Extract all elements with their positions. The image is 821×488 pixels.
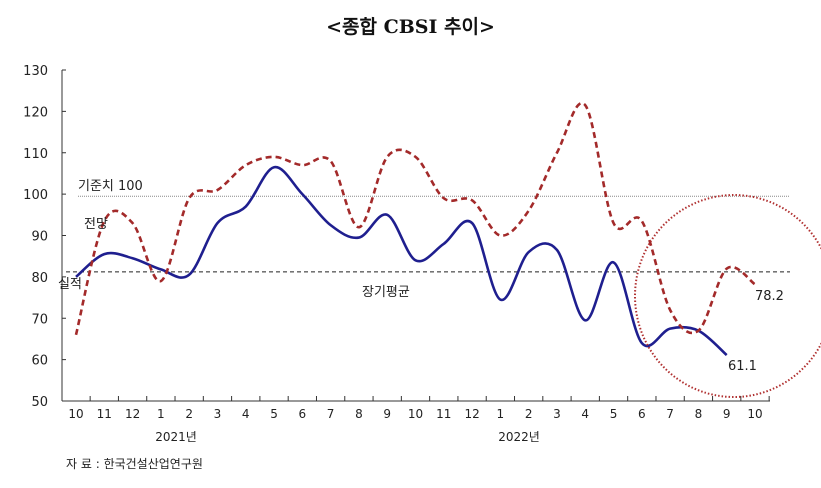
year-label-2022: 2022년 <box>498 430 540 444</box>
y-tick-label: 120 <box>23 105 48 120</box>
x-tick-label: 4 <box>581 407 589 421</box>
chart-title: <종합 CBSI 추이> <box>326 16 495 38</box>
x-tick-label: 5 <box>610 407 618 421</box>
y-tick-label: 60 <box>31 354 48 369</box>
x-tick-label: 2 <box>185 407 193 421</box>
x-tick-label: 2 <box>525 407 533 421</box>
highlight-circle <box>634 194 821 398</box>
x-tick-label: 5 <box>270 407 278 421</box>
series-line-actual <box>75 165 728 357</box>
x-tick-label: 7 <box>666 407 674 421</box>
annotation-actual-last: 61.1 <box>728 359 757 374</box>
y-tick-label: 130 <box>23 64 48 79</box>
y-tick-label: 70 <box>31 312 48 327</box>
x-tick-label: 8 <box>695 407 703 421</box>
x-tick-label: 7 <box>327 407 335 421</box>
long-term-average-label: 장기평균 <box>362 285 410 300</box>
legend-forecast-label: 전망 <box>84 217 108 232</box>
y-tick-label: 100 <box>23 188 48 203</box>
x-tick-label: 12 <box>464 407 479 421</box>
source-note: 자 료 : 한국건설산업연구원 <box>66 457 203 471</box>
y-tick-label: 110 <box>23 147 48 162</box>
x-tick-label: 6 <box>638 407 646 421</box>
baseline-100-label: 기준치 100 <box>78 179 143 194</box>
x-tick-label: 3 <box>214 407 222 421</box>
x-tick-label: 10 <box>68 407 83 421</box>
x-tick-label: 6 <box>299 407 307 421</box>
x-tick-label: 9 <box>723 407 731 421</box>
x-tick-label: 11 <box>97 407 112 421</box>
y-tick-label: 50 <box>31 395 48 410</box>
annotation-forecast-last: 78.2 <box>755 289 784 304</box>
x-tick-label: 4 <box>242 407 250 421</box>
x-tick-label: 10 <box>408 407 423 421</box>
year-label-2021: 2021년 <box>155 430 197 444</box>
x-tick-label: 3 <box>553 407 561 421</box>
series-line-forecast <box>74 101 756 336</box>
y-tick-label: 80 <box>31 271 48 286</box>
x-tick-label: 1 <box>157 407 165 421</box>
x-tick-label: 1 <box>497 407 505 421</box>
x-tick-label: 12 <box>125 407 140 421</box>
x-tick-label: 11 <box>436 407 451 421</box>
legend-actual-label: 실적 <box>58 277 82 292</box>
x-tick-label: 9 <box>383 407 391 421</box>
x-tick-label: 8 <box>355 407 363 421</box>
y-tick-label: 90 <box>31 230 48 245</box>
x-tick-label: 10 <box>747 407 762 421</box>
